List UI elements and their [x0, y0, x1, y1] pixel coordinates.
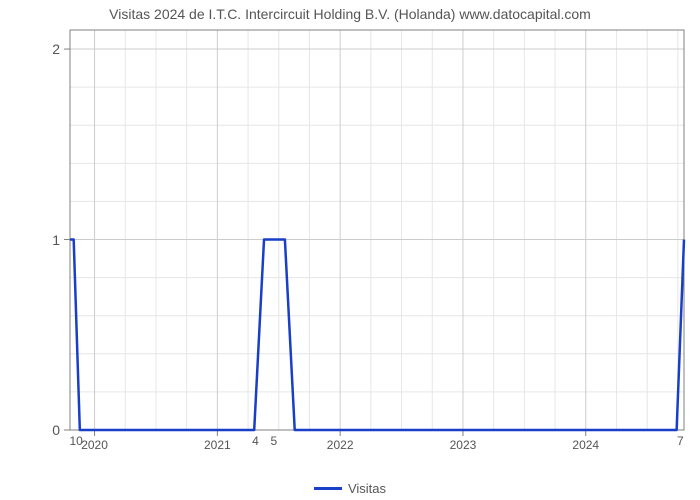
- legend: Visitas: [0, 477, 700, 496]
- data-label: 10: [69, 434, 82, 448]
- x-tick-label: 2022: [327, 438, 354, 452]
- chart-title: Visitas 2024 de I.T.C. Intercircuit Hold…: [0, 6, 700, 22]
- y-tick-label: 2: [52, 41, 60, 57]
- data-label: 5: [271, 434, 278, 448]
- y-tick-label: 0: [52, 422, 60, 438]
- data-label: 4: [252, 434, 259, 448]
- plot-area: 2020202120222023202401210457: [70, 30, 684, 430]
- series-line-visitas: [70, 240, 684, 430]
- data-label: 7: [677, 434, 684, 448]
- x-tick-label: 2020: [81, 438, 108, 452]
- legend-label: Visitas: [348, 481, 386, 496]
- x-tick-label: 2023: [450, 438, 477, 452]
- chart-svg: [70, 30, 684, 430]
- chart-container: Visitas 2024 de I.T.C. Intercircuit Hold…: [0, 0, 700, 500]
- x-tick-label: 2024: [572, 438, 599, 452]
- legend-item-visitas: Visitas: [314, 481, 386, 496]
- legend-swatch: [314, 487, 342, 490]
- y-tick-label: 1: [52, 232, 60, 248]
- x-tick-label: 2021: [204, 438, 231, 452]
